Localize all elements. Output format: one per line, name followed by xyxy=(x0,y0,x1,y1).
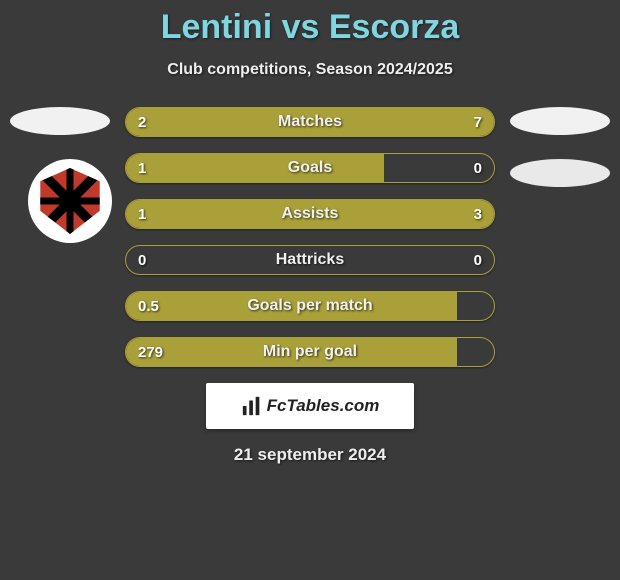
stat-label: Assists xyxy=(126,200,494,228)
stat-label: Goals xyxy=(126,154,494,182)
club-crest xyxy=(28,159,112,243)
stat-row: 279Min per goal xyxy=(125,337,495,367)
page-title: Lentini vs Escorza xyxy=(0,0,620,47)
stat-row: 2Matches7 xyxy=(125,107,495,137)
player-right-badge-ellipse-1 xyxy=(510,107,610,135)
player-right-badge-ellipse-2 xyxy=(510,159,610,187)
chart-bars-icon xyxy=(241,395,263,417)
stat-value-right: 7 xyxy=(474,108,482,136)
comparison-panel: 2Matches71Goals01Assists30Hattricks00.5G… xyxy=(0,107,620,465)
stat-row: 1Goals0 xyxy=(125,153,495,183)
stat-label: Min per goal xyxy=(126,338,494,366)
stat-value-right: 0 xyxy=(474,246,482,274)
stat-row: 1Assists3 xyxy=(125,199,495,229)
fctables-logo-text: FcTables.com xyxy=(267,396,380,416)
stat-value-right: 3 xyxy=(474,200,482,228)
stat-row: 0Hattricks0 xyxy=(125,245,495,275)
page-subtitle: Club competitions, Season 2024/2025 xyxy=(0,61,620,79)
stat-label: Matches xyxy=(126,108,494,136)
stat-label: Goals per match xyxy=(126,292,494,320)
fctables-logo: FcTables.com xyxy=(206,383,414,429)
stat-row: 0.5Goals per match xyxy=(125,291,495,321)
stat-bars: 2Matches71Goals01Assists30Hattricks00.5G… xyxy=(125,107,495,367)
player-left-badge-ellipse xyxy=(10,107,110,135)
stat-value-right: 0 xyxy=(474,154,482,182)
footer-date: 21 september 2024 xyxy=(10,445,610,465)
stat-label: Hattricks xyxy=(126,246,494,274)
club-crest-graphic xyxy=(37,168,103,234)
